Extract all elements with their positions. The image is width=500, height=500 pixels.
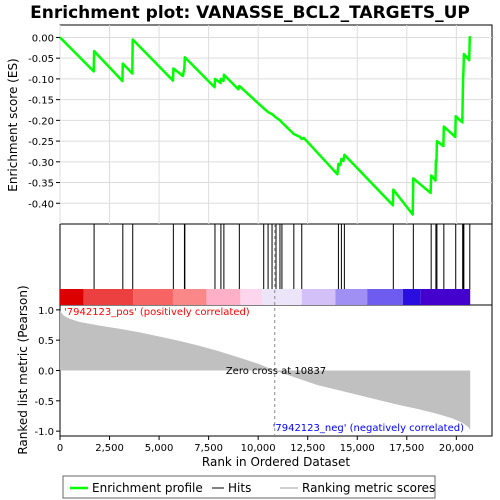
- xtick-label: 10,000: [241, 443, 276, 454]
- legend-box: [62, 475, 436, 499]
- colorbar-segment: [420, 289, 471, 305]
- es-ytick-label: -0.15: [28, 96, 54, 107]
- es-ytick-label: -0.35: [28, 179, 54, 190]
- metric-ylabel: Ranked list metric (Pearson): [16, 285, 30, 454]
- xtick-label: 17,500: [389, 443, 424, 454]
- xlabel: Rank in Ordered Dataset: [202, 455, 350, 469]
- xtick-label: 7,500: [194, 443, 223, 454]
- colorbar-segment: [367, 289, 403, 305]
- ranking-metric-area: [60, 311, 471, 430]
- colorbar-segment: [262, 289, 302, 305]
- neg-label: '7942123_neg' (negatively correlated): [273, 423, 464, 434]
- es-ytick-label: -0.25: [28, 137, 54, 148]
- es-ytick-label: -0.10: [28, 75, 54, 86]
- legend-label: Hits: [228, 481, 251, 495]
- es-ytick-label: -0.30: [28, 158, 54, 169]
- xtick-label: 5,000: [145, 443, 174, 454]
- metric-ytick-label: 0.5: [38, 336, 54, 347]
- legend-label: Ranking metric scores: [302, 481, 435, 495]
- xtick-label: 2,500: [95, 443, 124, 454]
- colorbar-segment: [172, 289, 207, 305]
- es-ytick-label: -0.20: [28, 116, 54, 127]
- xtick-label: 12,500: [290, 443, 325, 454]
- colorbar-segment: [301, 289, 336, 305]
- enrichment-profile-line: [59, 36, 472, 216]
- metric-ytick-label: 1.0: [38, 306, 54, 317]
- es-panel: [59, 24, 493, 225]
- xtick-label: 20,000: [439, 443, 474, 454]
- colorbar-segment: [206, 289, 241, 305]
- legend-label: Enrichment profile: [92, 481, 203, 495]
- xtick-label: 15,000: [340, 443, 375, 454]
- metric-ytick-label: -0.5: [34, 397, 54, 408]
- colorbar-segment: [335, 289, 368, 305]
- colorbar-segment: [240, 289, 263, 305]
- metric-ytick-label: 0.0: [38, 367, 54, 378]
- es-ytick-label: 0.00: [32, 33, 54, 44]
- es-ytick-label: -0.05: [28, 54, 54, 65]
- es-ylabel: Enrichment score (ES): [6, 58, 20, 191]
- chart-title: Enrichment plot: VANASSE_BCL2_TARGETS_UP: [30, 3, 470, 23]
- pos-label: '7942123_pos' (positively correlated): [64, 307, 250, 318]
- colorbar-segment: [83, 289, 134, 305]
- colorbar-segment: [60, 289, 84, 305]
- es-ytick-label: -0.40: [28, 199, 54, 210]
- xtick-label: 0: [57, 443, 63, 454]
- colorbar-segment: [133, 289, 173, 305]
- colorbar-segment: [402, 289, 421, 305]
- metric-ytick-label: -1.0: [34, 427, 54, 438]
- zero-cross-label: Zero cross at 10837: [226, 366, 326, 377]
